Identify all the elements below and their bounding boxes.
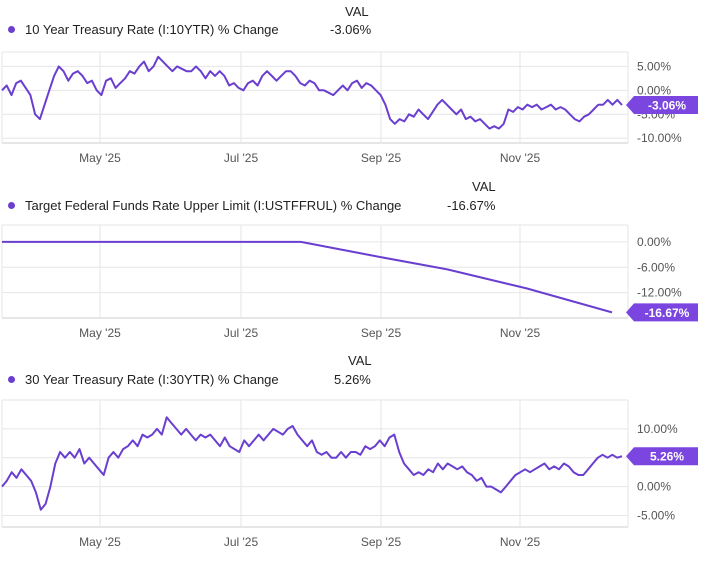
series-line	[1, 55, 623, 130]
legend-10yr[interactable]: 10 Year Treasury Rate (I:10YTR) % Change	[8, 22, 279, 37]
plot-fed-funds: May '25 Jul '25 Sep '25 Nov '25 0.00% -6.00% -…	[1, 224, 698, 340]
chart-10yr-treasury: VAL 10 Year Treasury Rate (I:10YTR) % Ch…	[0, 0, 721, 180]
x-tick-label: May '25	[79, 535, 121, 549]
val-header: VAL	[348, 353, 372, 368]
legend-dot-icon	[8, 376, 15, 383]
y-tick-label: 0.00%	[637, 83, 671, 97]
legend-fed-funds[interactable]: Target Federal Funds Rate Upper Limit (I…	[8, 198, 401, 213]
legend-dot-icon	[8, 26, 15, 33]
value-badge: -16.67%	[626, 303, 698, 322]
x-tick-label: Sep '25	[361, 326, 402, 340]
x-tick-label: May '25	[79, 326, 121, 340]
plot-10yr: May '25 Jul '25 Sep '25 Nov '255.00%0.00%-5…	[1, 51, 698, 165]
y-tick-label: 5.00%	[637, 59, 671, 73]
x-tick-label: Jul '25	[224, 326, 259, 340]
legend-label-30yr: 30 Year Treasury Rate (I:30YTR) % Change	[25, 372, 279, 387]
series-line	[1, 416, 623, 511]
x-tick-label: Jul '25	[224, 535, 259, 549]
legend-dot-icon	[8, 202, 15, 209]
legend-label-fed-funds: Target Federal Funds Rate Upper Limit (I…	[25, 198, 402, 213]
legend-30yr[interactable]: 30 Year Treasury Rate (I:30YTR) % Change	[8, 372, 279, 387]
x-tick-label: Nov '25	[500, 535, 541, 549]
y-tick-label: -5.00%	[637, 508, 675, 522]
chart-30yr-treasury: VAL 30 Year Treasury Rate (I:30YTR) % Ch…	[0, 350, 721, 572]
y-tick-label: 10.00%	[637, 422, 678, 436]
series-line	[2, 240, 613, 314]
y-tick-label: -10.00%	[637, 131, 682, 145]
val-30yr: 5.26%	[334, 372, 371, 387]
val-fed-funds: -16.67%	[447, 198, 496, 213]
value-badge-bg	[626, 95, 698, 114]
value-badge-label: -16.67%	[645, 306, 690, 320]
x-tick-label: Jul '25	[224, 151, 259, 165]
y-tick-label: 0.00%	[637, 480, 671, 494]
value-badge-label: -3.06%	[648, 98, 686, 112]
value-badge: 5.26%	[626, 447, 698, 466]
val-header: VAL	[345, 4, 369, 19]
x-tick-label: May '25	[79, 151, 121, 165]
val-header: VAL	[472, 179, 496, 194]
x-tick-label: Nov '25	[500, 151, 541, 165]
legend-label-10yr: 10 Year Treasury Rate (I:10YTR) % Change	[25, 22, 279, 37]
value-badge: -3.06%	[626, 95, 698, 114]
y-tick-label: -6.00%	[637, 260, 675, 274]
x-tick-label: Sep '25	[361, 151, 402, 165]
value-badge-label: 5.26%	[650, 450, 684, 464]
x-tick-label: Sep '25	[361, 535, 402, 549]
x-tick-label: Nov '25	[500, 326, 541, 340]
chart-fed-funds: VAL Target Federal Funds Rate Upper Limi…	[0, 175, 721, 350]
value-badge-bg	[626, 447, 698, 466]
val-10yr: -3.06%	[330, 22, 372, 37]
y-tick-label: -12.00%	[637, 286, 682, 300]
value-badge-bg	[626, 303, 698, 322]
y-tick-label: 0.00%	[637, 235, 671, 249]
